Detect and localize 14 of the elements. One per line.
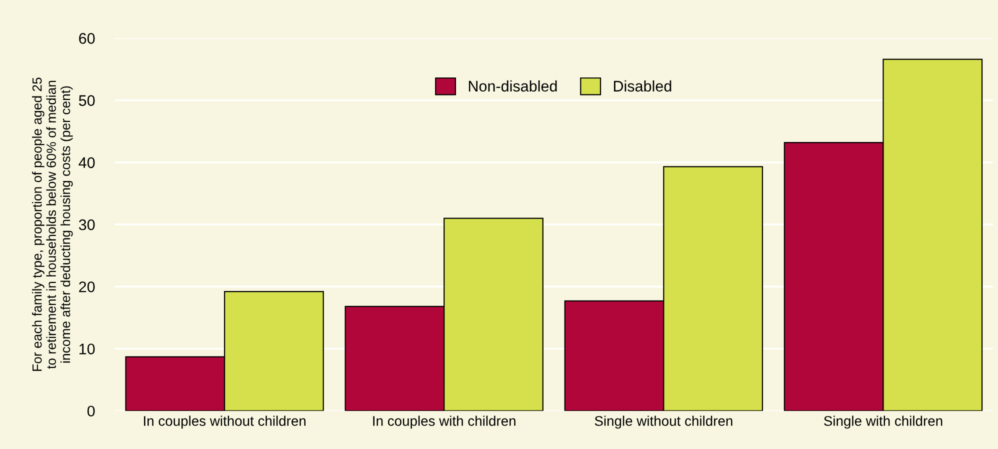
- y-tick-label: 30: [78, 219, 95, 230]
- x-tick-label: In couples with children: [373, 416, 516, 429]
- y-tick-label: 60: [79, 33, 95, 44]
- legend-label: Disabled: [614, 80, 672, 92]
- x-tick-label: Single without children: [594, 416, 732, 429]
- legend-label: Non-disabled: [468, 80, 557, 92]
- y-axis-title: For each family type, proportion of people aged 25 to retirement in households below 60% of median income after deducting housing costs (per cent): [32, 78, 73, 371]
- x-tick-label: Single with children: [824, 416, 942, 429]
- y-tick-label: 10: [80, 344, 95, 354]
- y-tick-label: 40: [78, 157, 95, 168]
- y-tick-label: 50: [78, 95, 95, 106]
- y-tick-label: 0: [87, 406, 95, 417]
- x-tick-label: In couples without children: [144, 416, 306, 429]
- y-tick-label: 20: [79, 281, 95, 292]
